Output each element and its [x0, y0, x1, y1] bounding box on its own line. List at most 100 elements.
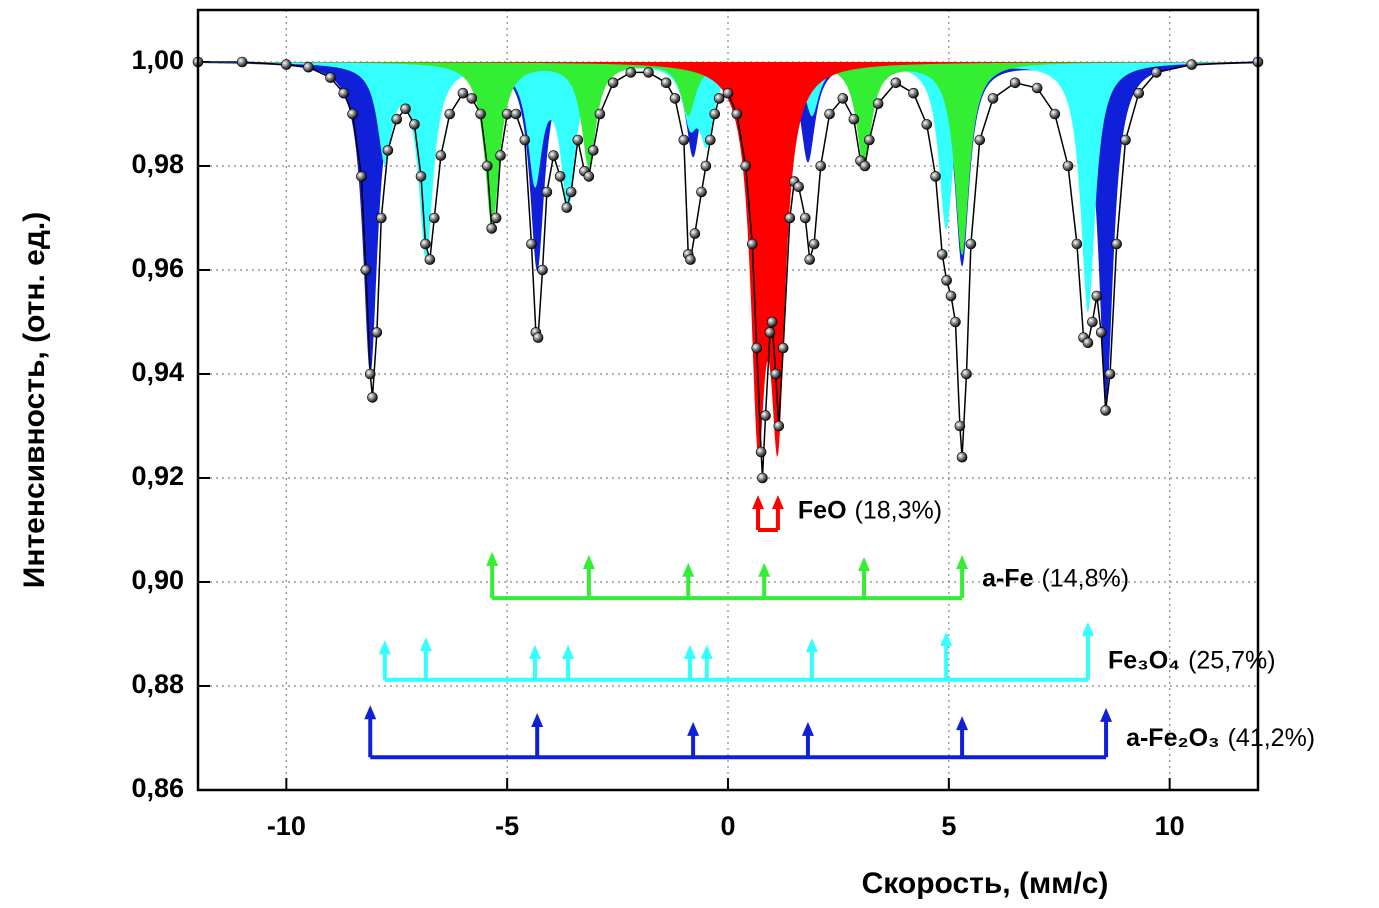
legend-share: (41,2%)	[1228, 724, 1316, 752]
y-tick-label: 0,86	[131, 773, 184, 803]
data-point	[956, 451, 968, 463]
data-point	[561, 202, 573, 213]
data-point	[954, 420, 966, 432]
marker-head	[364, 705, 377, 720]
marker-head	[419, 637, 432, 652]
data-point	[420, 238, 431, 250]
y-tick-label: 0,92	[131, 461, 184, 491]
marker-head	[1081, 622, 1094, 637]
data-point	[444, 108, 456, 120]
marker-head	[378, 640, 391, 655]
data-point	[367, 392, 378, 403]
marker-head	[805, 638, 818, 653]
legend-name: Fe₃O₄	[1108, 646, 1180, 674]
data-point	[364, 368, 376, 380]
data-point	[1071, 238, 1083, 250]
data-point	[678, 134, 690, 146]
x-tick-label: 10	[1155, 811, 1185, 841]
data-point	[766, 316, 778, 328]
x-tick-label: 0	[720, 811, 735, 841]
y-tick-label: 0,98	[131, 149, 184, 179]
y-axis-title: Интенсивность, (отн. ед.)	[18, 212, 51, 588]
data-point	[375, 212, 387, 224]
data-point	[689, 228, 701, 239]
legend-name: a-Fe₂O₃	[1126, 724, 1220, 752]
data-point	[685, 254, 696, 265]
data-point	[784, 212, 796, 224]
data-point	[572, 134, 584, 146]
marker-head	[687, 721, 700, 736]
data-point	[945, 290, 957, 302]
data-point	[486, 223, 498, 234]
data-point	[705, 134, 716, 146]
data-point	[625, 67, 637, 78]
data-point	[1031, 82, 1043, 94]
data-point	[908, 87, 919, 99]
data-point	[773, 420, 785, 432]
data-point	[987, 93, 999, 104]
data-point	[371, 327, 383, 338]
data-point	[1062, 160, 1074, 172]
data-point	[400, 103, 411, 115]
legend-name: a-Fe	[982, 565, 1033, 593]
data-point	[501, 108, 513, 120]
data-point	[700, 160, 712, 172]
data-point	[409, 119, 420, 130]
data-point	[808, 238, 820, 250]
marker-head	[771, 495, 784, 510]
y-tick-label: 0,88	[131, 669, 184, 699]
data-point	[669, 93, 681, 104]
data-point	[731, 108, 743, 120]
data-point	[424, 254, 436, 265]
data-point	[1186, 59, 1198, 70]
data-point	[824, 108, 835, 120]
legend-name: FeO	[798, 497, 847, 525]
data-point	[587, 145, 599, 156]
data-point	[722, 87, 734, 99]
data-point	[859, 160, 871, 172]
data-point	[950, 316, 961, 328]
marker-head	[940, 631, 953, 646]
data-point	[360, 264, 372, 276]
data-point	[541, 186, 553, 198]
data-point	[936, 249, 948, 260]
data-point	[757, 472, 768, 484]
data-point	[941, 275, 952, 286]
data-point	[837, 93, 849, 104]
data-point	[1133, 87, 1145, 99]
data-point	[526, 238, 537, 250]
marker-head	[801, 721, 814, 736]
legend-share: (18,3%)	[855, 497, 943, 525]
y-tick-label: 1,00	[131, 45, 184, 75]
data-point	[1087, 316, 1098, 328]
data-point	[872, 98, 884, 109]
data-point	[864, 134, 875, 146]
marker-head	[752, 495, 765, 510]
marker-head	[531, 713, 544, 728]
data-point	[965, 238, 977, 250]
fit-line	[198, 61, 1259, 479]
marker-head	[700, 644, 713, 659]
data-point	[1049, 108, 1061, 120]
data-point	[804, 254, 816, 265]
data-point	[347, 108, 358, 120]
data-point	[961, 368, 972, 380]
data-point	[565, 186, 577, 198]
data-point	[755, 446, 767, 458]
data-point	[1104, 368, 1116, 380]
data-point	[1095, 327, 1107, 338]
data-point	[696, 186, 707, 198]
data-point	[457, 87, 469, 99]
marker-head	[682, 562, 695, 577]
data-point	[890, 77, 902, 89]
data-point	[1120, 134, 1131, 146]
data-point	[303, 61, 314, 73]
x-axis-title: Скорость, (мм/с)	[862, 867, 1109, 900]
data-point	[713, 93, 725, 104]
data-point	[236, 56, 248, 68]
data-point	[466, 93, 478, 104]
data-point	[325, 72, 336, 83]
marker-head	[1100, 707, 1113, 722]
marker-head	[758, 562, 771, 577]
data-point	[848, 113, 860, 125]
